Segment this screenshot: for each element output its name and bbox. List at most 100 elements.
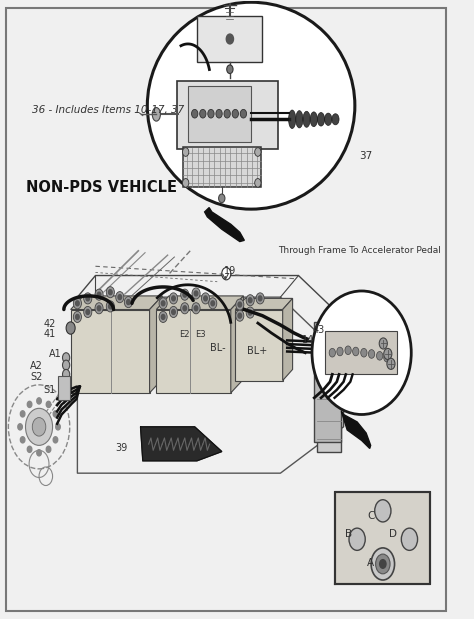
Circle shape xyxy=(200,110,206,118)
Circle shape xyxy=(95,289,103,300)
Circle shape xyxy=(182,148,189,157)
Text: S2: S2 xyxy=(30,373,42,383)
Text: 39: 39 xyxy=(116,443,128,452)
Circle shape xyxy=(182,178,189,187)
Circle shape xyxy=(226,34,234,44)
Circle shape xyxy=(240,110,246,118)
Circle shape xyxy=(27,446,32,452)
Ellipse shape xyxy=(289,110,296,129)
Polygon shape xyxy=(141,427,222,461)
Circle shape xyxy=(224,110,230,118)
Circle shape xyxy=(384,348,392,360)
FancyBboxPatch shape xyxy=(325,331,397,374)
Circle shape xyxy=(248,310,252,315)
Ellipse shape xyxy=(325,113,332,126)
Text: 36 - Includes Items 10-17, 37: 36 - Includes Items 10-17, 37 xyxy=(32,105,184,115)
FancyBboxPatch shape xyxy=(71,310,150,393)
Circle shape xyxy=(194,306,198,311)
Text: E3: E3 xyxy=(195,330,205,339)
Circle shape xyxy=(46,401,51,407)
Text: D: D xyxy=(389,529,397,539)
Circle shape xyxy=(181,289,189,300)
Polygon shape xyxy=(205,207,244,241)
Circle shape xyxy=(124,297,132,308)
Circle shape xyxy=(53,411,58,417)
Text: E2: E2 xyxy=(179,330,190,339)
Circle shape xyxy=(63,353,70,363)
FancyBboxPatch shape xyxy=(188,86,251,142)
Circle shape xyxy=(169,293,178,304)
Text: A2: A2 xyxy=(30,361,43,371)
Circle shape xyxy=(238,302,242,307)
Circle shape xyxy=(371,548,394,580)
Circle shape xyxy=(18,424,22,430)
Circle shape xyxy=(192,303,200,314)
Circle shape xyxy=(183,306,187,311)
FancyBboxPatch shape xyxy=(58,376,70,400)
Circle shape xyxy=(376,352,383,360)
Ellipse shape xyxy=(310,112,318,127)
Text: 37: 37 xyxy=(359,151,373,162)
Circle shape xyxy=(109,304,112,309)
Circle shape xyxy=(73,311,82,322)
Circle shape xyxy=(236,310,244,321)
Circle shape xyxy=(211,301,215,306)
Circle shape xyxy=(75,314,79,319)
Circle shape xyxy=(26,409,53,446)
Polygon shape xyxy=(235,298,292,310)
Circle shape xyxy=(236,299,244,310)
Text: 42: 42 xyxy=(44,319,56,329)
Text: A1: A1 xyxy=(49,349,62,359)
Circle shape xyxy=(109,290,112,295)
Circle shape xyxy=(258,296,262,301)
Circle shape xyxy=(159,298,167,309)
Circle shape xyxy=(63,379,70,389)
Circle shape xyxy=(361,348,367,357)
Circle shape xyxy=(255,178,261,187)
Text: 14: 14 xyxy=(302,335,314,345)
Circle shape xyxy=(256,293,264,304)
Ellipse shape xyxy=(312,291,411,415)
Circle shape xyxy=(387,358,395,370)
Circle shape xyxy=(95,303,103,314)
Circle shape xyxy=(246,307,254,318)
Polygon shape xyxy=(150,296,162,393)
FancyBboxPatch shape xyxy=(235,310,283,381)
Circle shape xyxy=(86,310,90,314)
Circle shape xyxy=(106,287,114,298)
Text: 43: 43 xyxy=(313,326,325,335)
Polygon shape xyxy=(71,296,162,310)
Polygon shape xyxy=(283,298,292,381)
Circle shape xyxy=(192,288,200,299)
Circle shape xyxy=(118,295,122,300)
Circle shape xyxy=(20,437,25,443)
Circle shape xyxy=(27,401,32,407)
Circle shape xyxy=(368,350,375,358)
Circle shape xyxy=(201,293,210,304)
Circle shape xyxy=(255,148,261,157)
Circle shape xyxy=(20,411,25,417)
Circle shape xyxy=(216,110,222,118)
Ellipse shape xyxy=(332,114,339,125)
Ellipse shape xyxy=(147,2,355,209)
FancyBboxPatch shape xyxy=(314,322,341,443)
Circle shape xyxy=(161,301,165,306)
Circle shape xyxy=(353,347,359,356)
Circle shape xyxy=(194,291,198,296)
FancyBboxPatch shape xyxy=(156,310,231,393)
Circle shape xyxy=(66,322,75,334)
Circle shape xyxy=(329,348,336,357)
Circle shape xyxy=(84,306,92,318)
Circle shape xyxy=(191,110,198,118)
Text: B: B xyxy=(345,529,352,539)
Circle shape xyxy=(159,311,167,322)
Circle shape xyxy=(183,292,187,297)
Circle shape xyxy=(375,554,390,574)
Circle shape xyxy=(375,500,391,522)
Circle shape xyxy=(73,298,82,309)
Circle shape xyxy=(246,295,254,306)
Circle shape xyxy=(172,296,175,301)
Polygon shape xyxy=(336,491,430,584)
Circle shape xyxy=(181,303,189,314)
Circle shape xyxy=(97,292,101,297)
